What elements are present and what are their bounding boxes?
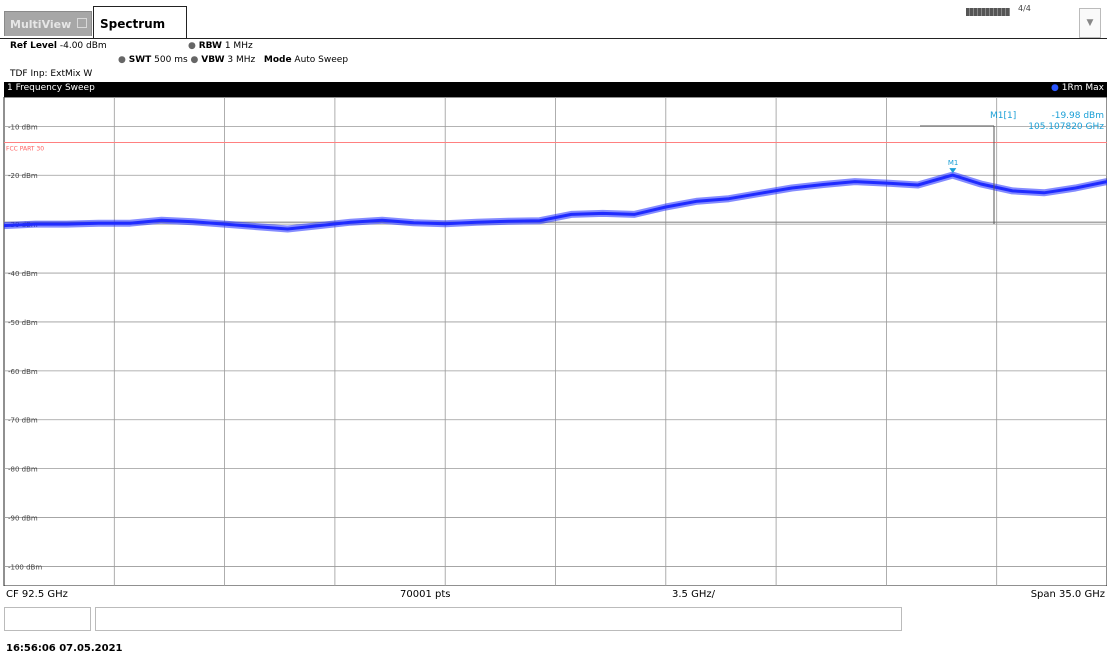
center-frequency: CF 92.5 GHz <box>6 589 68 600</box>
y-tick-label: -80 dBm <box>8 466 38 474</box>
y-tick-label: -100 dBm <box>8 563 42 571</box>
sweep-points: 70001 pts <box>400 589 451 600</box>
tab-underline <box>0 38 1107 39</box>
ref-level-value: -4.00 dBm <box>59 41 107 51</box>
mode-label: Mode <box>263 55 292 65</box>
measurement-progress-icon <box>966 8 1010 16</box>
marker-level: -19.98 dBm <box>1051 111 1104 121</box>
timestamp: 16:56:06 07.05.2021 <box>6 643 123 654</box>
y-tick-label: -50 dBm <box>8 319 38 327</box>
spectrum-plot[interactable]: FCC PART 30 -10 dBm-20 dBm-30 dBm-40 dBm… <box>0 97 1107 586</box>
bullet-icon: ● <box>118 55 126 65</box>
plot-grid <box>4 97 1107 586</box>
swt-info: ● SWT 500 ms ● VBW 3 MHz Mode Auto Sweep <box>118 55 348 65</box>
limit-line-label: FCC PART 30 <box>6 145 44 152</box>
vbw-value: 3 MHz <box>227 55 256 65</box>
marker-name: M1[1] <box>990 111 1016 121</box>
marker-frequency: 105.107820 GHz <box>1028 122 1104 132</box>
status-segment <box>4 607 91 631</box>
y-tick-label: -60 dBm <box>8 368 38 376</box>
ref-level-info: Ref Level -4.00 dBm <box>10 41 107 51</box>
rbw-info: ● RBW 1 MHz <box>188 41 253 51</box>
rbw-label: RBW <box>198 41 222 51</box>
bullet-icon: ● <box>190 55 199 65</box>
y-tick-label: -90 dBm <box>8 515 38 523</box>
y-tick-label: -40 dBm <box>8 270 38 278</box>
status-bar <box>4 607 1107 631</box>
window-title: 1 Frequency Sweep <box>7 83 95 93</box>
ref-level-label: Ref Level <box>10 41 57 51</box>
bullet-icon: ● <box>188 41 196 51</box>
trace-label: 1Rm Max <box>1061 83 1104 93</box>
tab-spectrum[interactable]: Spectrum <box>93 6 187 39</box>
marker-triangle-icon <box>949 168 957 174</box>
y-tick-label: -20 dBm <box>8 172 38 180</box>
vbw-label: VBW <box>201 55 225 65</box>
multiview-grid-icon <box>77 18 87 28</box>
frequency-span: Span 35.0 GHz <box>1030 589 1105 600</box>
tdf-info: TDF Inp: ExtMix W <box>10 69 93 79</box>
swt-label: SWT <box>128 55 152 65</box>
tab-spectrum-label: Spectrum <box>100 17 166 31</box>
y-tick-label: -70 dBm <box>8 417 38 425</box>
trace-color-icon: ● <box>1051 83 1059 93</box>
status-message-area <box>95 607 902 631</box>
window-titlebar: 1 Frequency Sweep ● 1Rm Max <box>4 82 1107 97</box>
dropdown-button[interactable]: ▼ <box>1079 8 1101 38</box>
measurement-progress-label: 4/4 <box>1018 4 1031 13</box>
rbw-value: 1 MHz <box>224 41 253 51</box>
trace-indicator: ● 1Rm Max <box>1051 83 1104 93</box>
frequency-per-division: 3.5 GHz/ <box>672 589 715 600</box>
tab-multiview[interactable]: MultiView <box>4 11 92 36</box>
tab-multiview-label: MultiView <box>10 18 72 31</box>
plot-footer: CF 92.5 GHz 70001 pts 3.5 GHz/ Span 35.0… <box>4 586 1107 606</box>
y-tick-label: -10 dBm <box>8 123 38 131</box>
tab-bar: MultiView Spectrum ▼ <box>0 0 1107 39</box>
trace-line <box>3 173 1107 231</box>
chevron-down-icon: ▼ <box>1086 18 1094 28</box>
marker-plot-label: M1 <box>948 159 959 167</box>
mode-value: Auto Sweep <box>294 55 349 65</box>
swt-value: 500 ms <box>154 55 188 65</box>
